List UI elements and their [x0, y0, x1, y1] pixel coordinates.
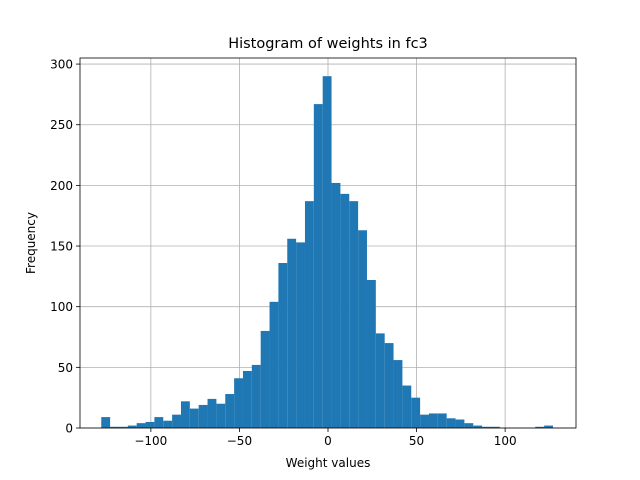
histogram-bar	[198, 404, 208, 428]
histogram-bar	[145, 421, 155, 428]
x-tick-label: −50	[227, 434, 252, 448]
histogram-bar	[278, 263, 288, 428]
histogram-bar	[163, 420, 173, 428]
histogram-bar	[437, 413, 447, 428]
y-tick-label: 100	[50, 300, 73, 314]
histogram-bar	[101, 417, 111, 428]
histogram-bar	[446, 418, 456, 428]
y-tick-label: 300	[50, 58, 73, 72]
histogram-bar	[375, 333, 385, 428]
histogram-bar	[313, 104, 323, 428]
histogram-bar	[358, 230, 367, 428]
histogram-bar	[251, 364, 261, 428]
histogram-bar	[216, 403, 226, 428]
histogram-bar	[127, 425, 137, 428]
histogram-bar	[296, 242, 305, 428]
histogram-bar	[402, 385, 412, 428]
histogram-bar	[225, 394, 235, 428]
histogram-bar	[180, 401, 190, 428]
histogram-bar	[366, 280, 376, 428]
x-tick-label: 0	[324, 434, 332, 448]
histogram-bar	[393, 360, 403, 428]
histogram-bar	[110, 426, 119, 428]
histogram-bar	[234, 378, 243, 428]
histogram-bar	[535, 426, 545, 428]
histogram-bar	[189, 408, 199, 428]
y-tick-label: 150	[50, 240, 73, 254]
histogram-bar	[411, 397, 421, 428]
axis-ticks: −100 −50 0 50 100 0 50 100 150 200 250 300	[50, 58, 517, 448]
histogram-bars	[101, 76, 553, 429]
x-axis-label: Weight values	[286, 456, 371, 470]
histogram-bar	[154, 417, 164, 428]
histogram-bar	[420, 414, 429, 428]
histogram-bar	[260, 330, 270, 428]
y-tick-label: 50	[58, 361, 73, 375]
histogram-bar	[384, 343, 394, 428]
histogram-bar	[172, 414, 181, 428]
histogram-bar	[455, 419, 465, 428]
histogram-bar	[242, 370, 252, 428]
histogram-bar	[118, 426, 128, 428]
histogram-bar	[428, 413, 438, 428]
y-tick-label: 0	[65, 422, 73, 436]
histogram-bar	[349, 201, 359, 428]
x-tick-label: 100	[494, 434, 517, 448]
histogram-bar	[340, 193, 350, 428]
y-axis-label: Frequency	[24, 212, 38, 274]
histogram-bar	[482, 426, 491, 428]
histogram-bar	[269, 301, 279, 428]
histogram-bar	[287, 238, 297, 428]
histogram-bar	[207, 398, 217, 428]
histogram-bar	[490, 426, 500, 428]
y-tick-label: 250	[50, 118, 73, 132]
histogram-bar	[464, 423, 474, 428]
histogram-bar	[473, 425, 483, 428]
x-tick-label: −100	[134, 434, 167, 448]
histogram-bar	[304, 201, 314, 428]
histogram-bar	[331, 182, 341, 428]
histogram-bar	[322, 76, 332, 429]
x-tick-label: 50	[409, 434, 424, 448]
histogram-bar	[544, 425, 553, 428]
histogram-bar	[136, 423, 146, 428]
chart-title: Histogram of weights in fc3	[228, 36, 428, 52]
y-tick-label: 200	[50, 179, 73, 193]
